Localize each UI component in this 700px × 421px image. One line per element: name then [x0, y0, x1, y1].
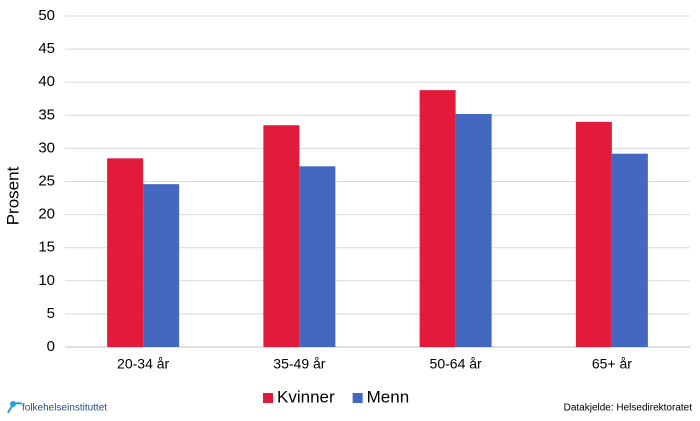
y-tick-label: 30: [38, 139, 55, 156]
y-axis-label: Prosent: [3, 166, 22, 225]
bar: [575, 121, 612, 347]
legend-swatch: [352, 393, 363, 403]
x-tick-label: 50-64 år: [430, 356, 482, 372]
y-tick-label: 5: [47, 305, 55, 322]
x-tick-label: 20-34 år: [117, 356, 169, 372]
y-tick-label: 10: [38, 272, 55, 289]
bar: [419, 90, 456, 348]
legend-swatch: [263, 393, 273, 403]
y-tick-label: 20: [38, 206, 55, 223]
y-tick-label: 40: [38, 73, 55, 90]
bar: [107, 158, 144, 347]
y-tick-label: 25: [38, 172, 55, 189]
y-tick-label: 45: [38, 40, 55, 57]
source: Datakjelde: Helsedirektoratet: [564, 403, 693, 414]
bar: [143, 184, 180, 347]
y-tick-label: 35: [38, 106, 55, 123]
bar: [299, 166, 336, 347]
y-tick-label: 50: [38, 7, 55, 24]
legend-label: Menn: [367, 387, 410, 406]
bar: [455, 113, 492, 347]
legend-label: Kvinner: [277, 387, 335, 406]
logo-icon: [7, 402, 23, 414]
x-tick-label: 35-49 år: [273, 356, 325, 372]
y-tick-label: 0: [47, 338, 55, 355]
logo-text: folkehelseinstituttet: [22, 403, 107, 414]
y-tick-label: 15: [38, 239, 55, 256]
bar: [611, 153, 648, 347]
logo: folkehelseinstituttet: [7, 401, 107, 414]
logo-icon: [10, 401, 16, 407]
x-tick-label: 65+ år: [592, 356, 632, 372]
bar: [263, 125, 300, 347]
